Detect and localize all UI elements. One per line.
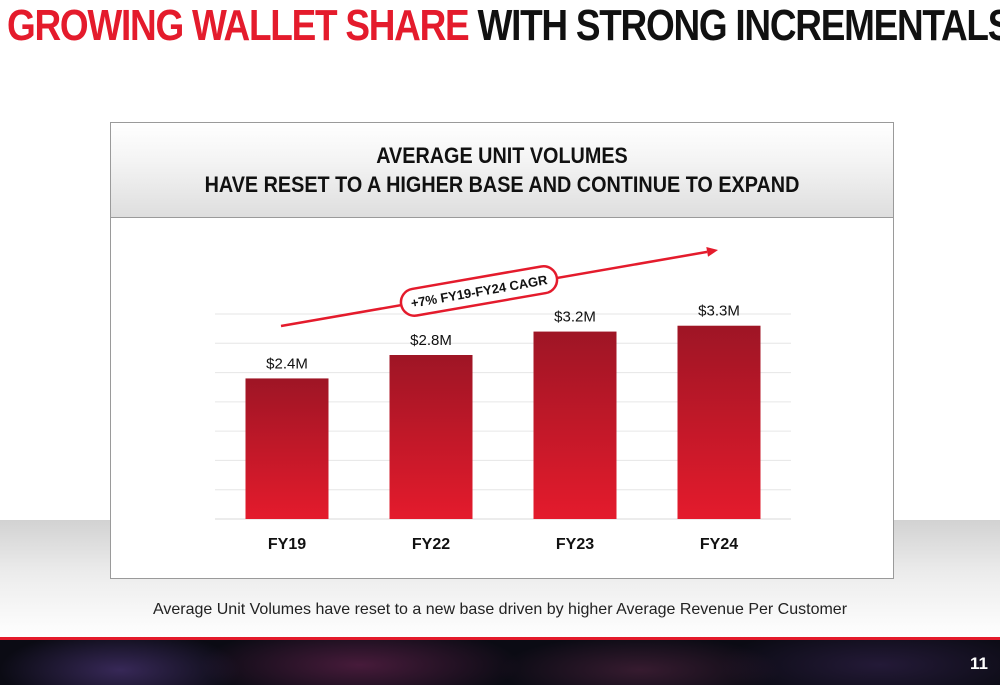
- data-label: $2.8M: [410, 332, 452, 349]
- chart-labels: $2.4M FY19 $2.8M FY22 $3.2M FY23 $3.3M FY24: [266, 303, 740, 553]
- chart-caption: Average Unit Volumes have reset to a new…: [152, 601, 848, 618]
- data-label: $2.4M: [266, 355, 308, 372]
- page-number: 11: [970, 654, 988, 673]
- page-headline: GROWING WALLET SHARE WITH STRONG INCREME…: [7, 2, 1000, 50]
- chart-title-line2: HAVE RESET TO A HIGHER BASE AND CONTINUE…: [204, 172, 800, 197]
- bar-fy23: [533, 331, 617, 519]
- chart-panel-header: AVERAGE UNIT VOLUMES HAVE RESET TO A HIG…: [111, 123, 893, 218]
- data-label: $3.3M: [698, 303, 740, 320]
- bar-fy22: [389, 355, 473, 519]
- footer-bar: 11: [0, 637, 1000, 685]
- chart-bars: [245, 325, 761, 519]
- cagr-arrow-head: [706, 246, 718, 257]
- chart-panel: AVERAGE UNIT VOLUMES HAVE RESET TO A HIG…: [110, 122, 894, 579]
- data-label: $3.2M: [554, 309, 596, 326]
- cagr-pill-shape: [399, 265, 559, 317]
- x-tick-label: FY24: [700, 536, 738, 553]
- headline-rest: WITH STRONG INCREMENTALS: [477, 1, 1000, 50]
- headline-highlight: GROWING WALLET SHARE: [7, 1, 470, 50]
- bar-fy24: [677, 325, 761, 519]
- cagr-pill: +7% FY19-FY24 CAGR: [399, 265, 559, 317]
- bar-fy19: [245, 378, 329, 519]
- x-tick-label: FY22: [412, 536, 450, 553]
- chart-title-line1: AVERAGE UNIT VOLUMES: [376, 143, 628, 168]
- bar-chart: $2.4M FY19 $2.8M FY22 $3.2M FY23 $3.3M FY24 +7%…: [215, 246, 791, 553]
- x-tick-label: FY23: [556, 536, 594, 553]
- x-tick-label: FY19: [268, 536, 306, 553]
